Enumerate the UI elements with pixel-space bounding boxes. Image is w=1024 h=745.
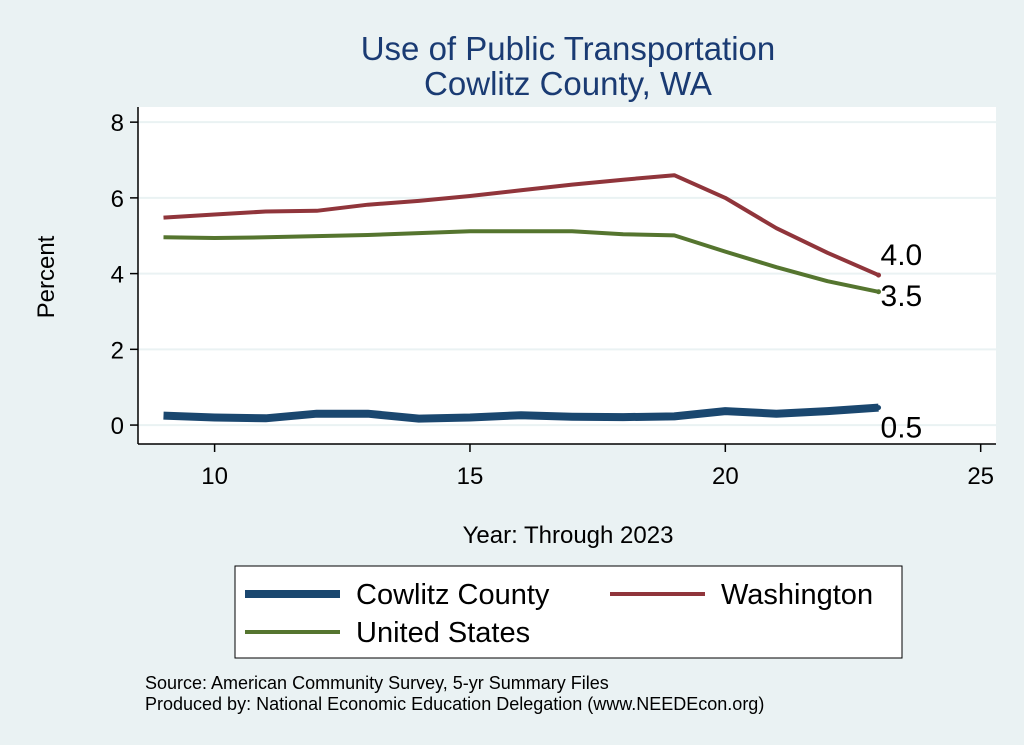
end-point-1: [876, 272, 882, 278]
axes: [137, 107, 996, 445]
y-tick-label-0: 0: [111, 413, 124, 440]
x-tick-label-2: 20: [712, 463, 739, 490]
series-lines: [163, 173, 882, 423]
end-label-2: 3.5: [881, 280, 923, 313]
producer-note: Produced by: National Economic Education…: [145, 694, 764, 714]
x-tick-label-0: 10: [201, 463, 228, 490]
y-tick-label-4: 8: [111, 110, 124, 137]
end-labels: 3.5 4.0 0.5: [881, 239, 923, 445]
chart-subtitle: Cowlitz County, WA: [424, 65, 712, 102]
y-tick-label-3: 6: [111, 186, 124, 213]
y-axis-title: Percent: [33, 235, 60, 318]
y-axis-ticks: 0 2 4 6 8: [111, 110, 138, 440]
x-tick-label-3: 25: [967, 463, 994, 490]
x-axis-ticks: 10 15 20 25: [201, 444, 994, 490]
plot-area: [138, 107, 996, 444]
end-point-0: [876, 405, 882, 411]
legend-label-1: Washington: [721, 579, 873, 611]
series-line-cowlitz-county: [163, 403, 879, 423]
legend-label-0: Cowlitz County: [356, 579, 550, 611]
y-tick-label-2: 4: [111, 262, 124, 289]
legend: Cowlitz County Washington United States: [234, 565, 903, 659]
series-line-united-states: [163, 229, 879, 294]
end-label-0: 0.5: [881, 412, 923, 445]
x-axis-title: Year: Through 2023: [463, 522, 674, 549]
legend-box: [234, 565, 903, 659]
end-label-1: 4.0: [881, 239, 923, 272]
grid-lines: [138, 121, 996, 427]
series-line-washington: [163, 173, 880, 277]
legend-label-2: United States: [356, 617, 530, 649]
x-tick-label-1: 15: [457, 463, 484, 490]
chart-title: Use of Public Transportation: [361, 30, 776, 67]
source-note: Source: American Community Survey, 5-yr …: [145, 673, 609, 693]
end-point-2: [876, 289, 882, 295]
y-tick-label-1: 2: [111, 337, 124, 364]
